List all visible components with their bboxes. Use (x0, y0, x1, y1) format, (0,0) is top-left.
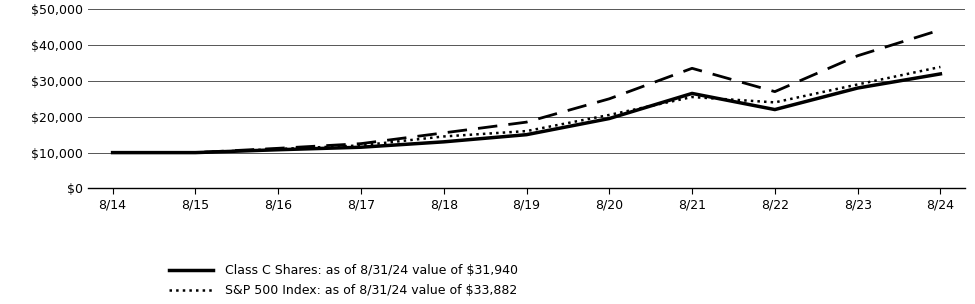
Class C Shares: as of 8/31/24 value of $31,940: (2, 1.08e+04): as of 8/31/24 value of $31,940: (2, 1.08… (272, 148, 284, 152)
Class C Shares: as of 8/31/24 value of $31,940: (8, 2.2e+04): as of 8/31/24 value of $31,940: (8, 2.2e… (769, 108, 781, 111)
S&P 500 Index: as of 8/31/24 value of $33,882: (0, 1e+04): as of 8/31/24 value of $33,882: (0, 1e+0… (106, 151, 118, 154)
Class C Shares: as of 8/31/24 value of $31,940: (9, 2.8e+04): as of 8/31/24 value of $31,940: (9, 2.8e… (852, 86, 864, 90)
Class C Shares: as of 8/31/24 value of $31,940: (0, 1e+04): as of 8/31/24 value of $31,940: (0, 1e+0… (106, 151, 118, 154)
Line: Russell 1000 Growth Index: as of 8/31/24 value of $44,223: Russell 1000 Growth Index: as of 8/31/24… (112, 30, 941, 153)
Class C Shares: as of 8/31/24 value of $31,940: (4, 1.3e+04): as of 8/31/24 value of $31,940: (4, 1.3e… (438, 140, 449, 144)
Line: S&P 500 Index: as of 8/31/24 value of $33,882: S&P 500 Index: as of 8/31/24 value of $3… (112, 67, 941, 153)
Class C Shares: as of 8/31/24 value of $31,940: (1, 1e+04): as of 8/31/24 value of $31,940: (1, 1e+0… (189, 151, 201, 154)
S&P 500 Index: as of 8/31/24 value of $33,882: (1, 1e+04): as of 8/31/24 value of $33,882: (1, 1e+0… (189, 151, 201, 154)
Class C Shares: as of 8/31/24 value of $31,940: (7, 2.65e+04): as of 8/31/24 value of $31,940: (7, 2.65… (686, 92, 698, 95)
Russell 1000 Growth Index: as of 8/31/24 value of $44,223: (2, 1.12e+04): as of 8/31/24 value of $44,223: (2, 1.12… (272, 147, 284, 150)
S&P 500 Index: as of 8/31/24 value of $33,882: (6, 2.05e+04): as of 8/31/24 value of $33,882: (6, 2.05… (604, 113, 615, 117)
Russell 1000 Growth Index: as of 8/31/24 value of $44,223: (3, 1.25e+04): as of 8/31/24 value of $44,223: (3, 1.25… (355, 142, 367, 146)
Russell 1000 Growth Index: as of 8/31/24 value of $44,223: (4, 1.55e+04): as of 8/31/24 value of $44,223: (4, 1.55… (438, 131, 449, 135)
S&P 500 Index: as of 8/31/24 value of $33,882: (4, 1.45e+04): as of 8/31/24 value of $33,882: (4, 1.45… (438, 135, 449, 138)
S&P 500 Index: as of 8/31/24 value of $33,882: (9, 2.9e+04): as of 8/31/24 value of $33,882: (9, 2.9e… (852, 83, 864, 86)
S&P 500 Index: as of 8/31/24 value of $33,882: (2, 1.1e+04): as of 8/31/24 value of $33,882: (2, 1.1e… (272, 147, 284, 151)
Russell 1000 Growth Index: as of 8/31/24 value of $44,223: (5, 1.85e+04): as of 8/31/24 value of $44,223: (5, 1.85… (521, 120, 532, 124)
Russell 1000 Growth Index: as of 8/31/24 value of $44,223: (8, 2.7e+04): as of 8/31/24 value of $44,223: (8, 2.7e… (769, 90, 781, 93)
Russell 1000 Growth Index: as of 8/31/24 value of $44,223: (6, 2.5e+04): as of 8/31/24 value of $44,223: (6, 2.5e… (604, 97, 615, 101)
Russell 1000 Growth Index: as of 8/31/24 value of $44,223: (10, 4.42e+04): as of 8/31/24 value of $44,223: (10, 4.4… (935, 28, 947, 32)
Russell 1000 Growth Index: as of 8/31/24 value of $44,223: (0, 1e+04): as of 8/31/24 value of $44,223: (0, 1e+0… (106, 151, 118, 154)
S&P 500 Index: as of 8/31/24 value of $33,882: (10, 3.39e+04): as of 8/31/24 value of $33,882: (10, 3.3… (935, 65, 947, 69)
Class C Shares: as of 8/31/24 value of $31,940: (5, 1.5e+04): as of 8/31/24 value of $31,940: (5, 1.5e… (521, 133, 532, 136)
Russell 1000 Growth Index: as of 8/31/24 value of $44,223: (9, 3.7e+04): as of 8/31/24 value of $44,223: (9, 3.7e… (852, 54, 864, 57)
S&P 500 Index: as of 8/31/24 value of $33,882: (7, 2.55e+04): as of 8/31/24 value of $33,882: (7, 2.55… (686, 95, 698, 99)
Legend: Class C Shares: as of 8/31/24 value of $31,940, S&P 500 Index: as of 8/31/24 val: Class C Shares: as of 8/31/24 value of $… (164, 259, 599, 304)
S&P 500 Index: as of 8/31/24 value of $33,882: (8, 2.4e+04): as of 8/31/24 value of $33,882: (8, 2.4e… (769, 101, 781, 104)
Russell 1000 Growth Index: as of 8/31/24 value of $44,223: (1, 1e+04): as of 8/31/24 value of $44,223: (1, 1e+0… (189, 151, 201, 154)
S&P 500 Index: as of 8/31/24 value of $33,882: (3, 1.2e+04): as of 8/31/24 value of $33,882: (3, 1.2e… (355, 143, 367, 147)
Class C Shares: as of 8/31/24 value of $31,940: (10, 3.19e+04): as of 8/31/24 value of $31,940: (10, 3.1… (935, 72, 947, 76)
Class C Shares: as of 8/31/24 value of $31,940: (6, 1.95e+04): as of 8/31/24 value of $31,940: (6, 1.95… (604, 117, 615, 120)
S&P 500 Index: as of 8/31/24 value of $33,882: (5, 1.6e+04): as of 8/31/24 value of $33,882: (5, 1.6e… (521, 129, 532, 133)
Class C Shares: as of 8/31/24 value of $31,940: (3, 1.15e+04): as of 8/31/24 value of $31,940: (3, 1.15… (355, 145, 367, 149)
Line: Class C Shares: as of 8/31/24 value of $31,940: Class C Shares: as of 8/31/24 value of $… (112, 74, 941, 153)
Russell 1000 Growth Index: as of 8/31/24 value of $44,223: (7, 3.35e+04): as of 8/31/24 value of $44,223: (7, 3.35… (686, 67, 698, 70)
